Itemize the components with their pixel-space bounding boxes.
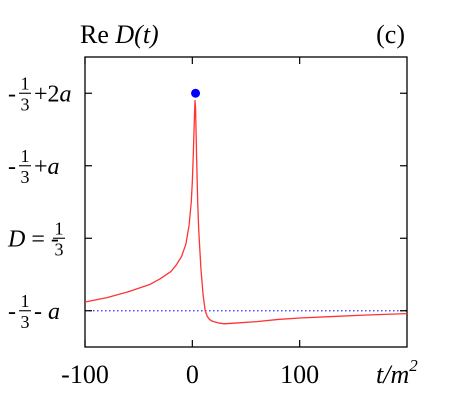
y-tick-prefix: - [8,81,16,107]
chart-title: Re D(t) [80,20,159,49]
x-axis-label-base: t/m [376,360,409,389]
x-axis-label: t/m2 [376,356,418,389]
x-axis-label-sup: 2 [409,356,418,375]
y-tick-label: -13 +a [8,146,60,187]
y-tick-suffix: +2a [34,81,72,107]
series-line-0 [84,99,408,325]
series-layer [84,99,408,325]
x-tick-label: 100 [280,360,319,389]
x-tick-label: 0 [186,360,199,389]
y-tick-prefix: - [8,154,16,180]
x-tick-label: -100 [61,360,109,389]
chart-title-func: D(t) [114,20,158,49]
peak-marker [191,88,201,98]
y-tick-frac-num: 1 [21,73,30,93]
y-tick-frac-den: 3 [21,312,30,332]
y-tick-label: -13- a [8,291,60,332]
marker-layer [191,88,201,98]
y-tick-suffix: - a [34,299,60,325]
y-tick-frac-den: 3 [21,94,30,114]
chart-title-re: Re [80,20,115,49]
y-tick-frac-num: 1 [21,291,30,311]
y-tick-frac-den: 3 [55,239,64,259]
y-tick-frac-num: 1 [21,146,30,166]
y-tick-prefix: - [8,299,16,325]
y-tick-frac-den: 3 [21,167,30,187]
y-tick-label: -13 +2a [8,73,72,114]
plot-frame [84,56,408,348]
y-tick-layer: -13- aD = -13- 13 +a- 13 +2a [7,73,407,332]
panel-label: (c) [376,20,405,49]
y-tick-suffix: +a [34,154,60,180]
y-tick-label: D = -13 [7,218,65,259]
y-tick-prefix: D = - [7,226,59,252]
x-tick-layer: -100 0 100 [61,57,319,389]
y-tick-frac-num: 1 [55,218,64,238]
